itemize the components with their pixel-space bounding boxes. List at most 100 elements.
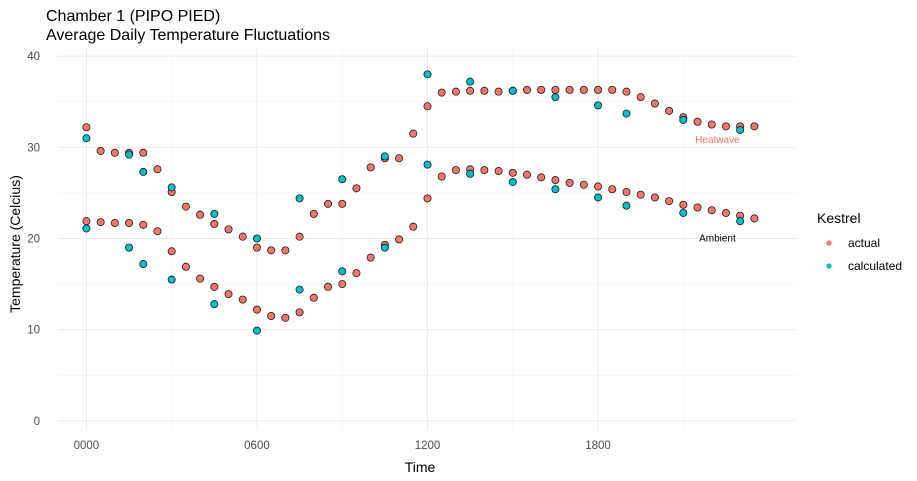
data-point-actual [750,122,759,131]
data-point-actual [181,202,190,211]
data-point-calculated [252,326,261,335]
data-point-actual [707,120,716,129]
y-axis-title: Temperature (Celcius) [7,175,23,313]
data-point-actual [721,208,730,217]
data-point-actual [252,243,261,252]
y-tick-label: 10 [27,325,40,337]
data-point-calculated [622,201,631,210]
data-point-actual [537,85,546,94]
data-point-actual [622,87,631,96]
data-point-calculated [139,260,148,269]
data-point-actual [565,178,574,187]
data-point-actual [721,122,730,131]
data-point-actual [594,85,603,94]
data-point-actual [437,88,446,97]
data-point-actual [238,232,247,241]
data-point-actual [522,85,531,94]
data-point-actual [437,172,446,181]
data-point-actual [139,220,148,229]
data-point-actual [551,176,560,185]
y-axis-ticks: 0 10 20 30 40 [27,51,40,428]
data-point-calculated [466,169,475,178]
data-point-calculated [338,267,347,276]
data-point-actual [650,99,659,108]
data-point-actual [451,87,460,96]
data-point-calculated [125,243,134,252]
data-point-calculated [508,177,517,186]
data-point-actual [82,217,91,226]
data-point-actual [224,290,233,299]
data-point-calculated [295,285,304,294]
annotation-heatwave: Heatwave [695,135,740,146]
data-point-actual [224,225,233,234]
data-point-calculated [594,193,603,202]
data-point-actual [210,219,219,228]
y-tick-label: 40 [27,51,40,63]
data-point-actual [679,200,688,209]
data-point-actual [565,85,574,94]
data-point-actual [608,185,617,194]
data-point-calculated [295,194,304,203]
data-point-actual [494,87,503,96]
legend: Kestrel actual calculated [817,210,902,273]
data-point-actual [693,203,702,212]
data-point-actual [594,182,603,191]
data-point-calculated [252,234,261,243]
x-tick-label: 1800 [585,440,611,452]
data-point-calculated [125,150,134,159]
data-point-actual [409,129,418,138]
data-point-actual [451,166,460,175]
legend-key-actual [826,240,832,246]
data-point-actual [537,173,546,182]
data-point-actual [423,102,432,111]
data-point-actual [622,187,631,196]
annotations: Heatwave Ambient [695,135,740,244]
legend-title: Kestrel [817,210,861,226]
x-tick-label: 0600 [244,440,270,452]
data-point-actual [153,227,162,236]
legend-entry-calculated: calculated [826,259,902,273]
data-point-actual [522,170,531,179]
data-point-actual [665,197,674,206]
x-axis-ticks: 0000 0600 1200 1800 [74,440,611,452]
data-point-calculated [736,125,745,134]
data-point-actual [579,85,588,94]
data-point-calculated [167,275,176,284]
data-point-actual [636,93,645,102]
x-tick-label: 0000 [74,440,100,452]
data-point-actual [693,117,702,126]
data-point-actual [267,246,276,255]
data-point-actual [579,180,588,189]
data-point-actual [508,168,517,177]
data-point-actual [338,199,347,208]
data-point-actual [480,86,489,95]
data-point-calculated [380,152,389,161]
annotation-ambient: Ambient [699,234,736,245]
data-point-calculated [423,70,432,79]
data-point-actual [295,308,304,317]
data-point-actual [125,218,134,227]
data-point-calculated [167,183,176,192]
data-point-calculated [679,208,688,217]
data-point-actual [466,86,475,95]
data-point-calculated [679,115,688,124]
data-point-calculated [210,209,219,218]
chart-subtitle: Average Daily Temperature Fluctuations [46,27,330,44]
data-point-calculated [82,224,91,233]
data-point-actual [636,190,645,199]
legend-entry-actual: actual [826,236,880,250]
y-tick-label: 0 [34,416,40,428]
data-point-actual [309,209,318,218]
data-point-actual [551,85,560,94]
legend-key-calculated [826,263,832,269]
data-point-calculated [210,300,219,309]
legend-label-calculated: calculated [848,259,902,273]
data-point-actual [295,232,304,241]
data-point-calculated [139,167,148,176]
data-point-actual [110,148,119,157]
data-point-actual [707,206,716,215]
data-point-actual [480,166,489,175]
data-point-actual [210,282,219,291]
data-point-calculated [338,175,347,184]
